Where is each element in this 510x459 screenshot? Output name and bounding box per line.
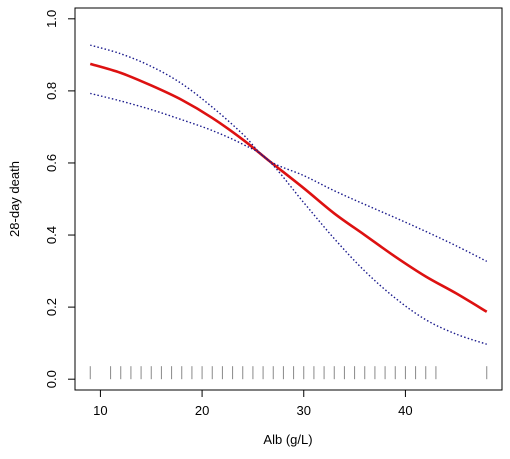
- y-tick-label: 1.0: [44, 10, 59, 28]
- x-axis-label: Alb (g/L): [263, 432, 312, 447]
- series-upper-line: [90, 44, 488, 262]
- y-axis-label: 28-day death: [7, 161, 22, 237]
- plot-frame: [74, 7, 503, 391]
- y-tick-label: 0.6: [44, 154, 59, 172]
- x-axis: 10 20 30 40: [93, 390, 413, 418]
- x-tick-label: 20: [195, 403, 209, 418]
- x-tick-label: 30: [297, 403, 311, 418]
- rug-marks: [89, 366, 488, 380]
- x-tick-label: 10: [93, 403, 107, 418]
- y-tick-label: 0.8: [44, 82, 59, 100]
- series-estimate-line: [89, 62, 488, 313]
- y-tick-label: 0.4: [44, 226, 59, 244]
- y-tick-label: 0.0: [44, 370, 59, 388]
- x-tick-label: 40: [398, 403, 412, 418]
- series-layer: [89, 44, 488, 345]
- y-tick-label: 0.2: [44, 298, 59, 316]
- series-lower-line: [90, 92, 487, 345]
- y-axis: 0.0 0.2 0.4 0.6 0.8 1.0: [44, 10, 75, 388]
